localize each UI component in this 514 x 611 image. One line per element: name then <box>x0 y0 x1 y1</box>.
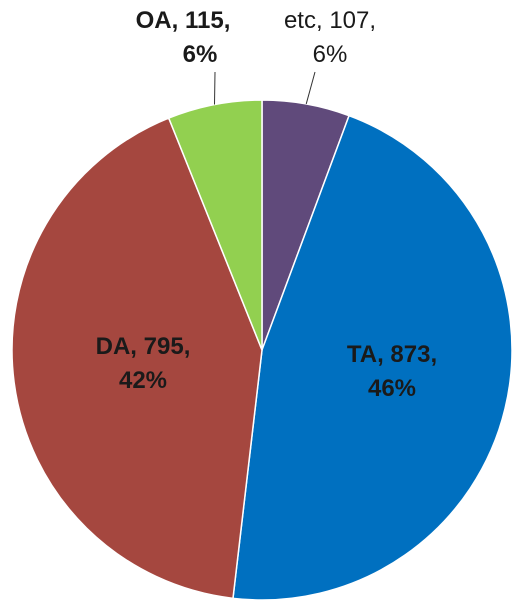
data-label-percent: 42% <box>119 367 167 394</box>
data-label-percent: 6% <box>313 41 348 68</box>
label-value: 107 <box>329 7 369 34</box>
label-category: etc <box>284 7 316 34</box>
label-category: DA <box>96 333 131 360</box>
data-label: TA, 873, <box>347 341 437 368</box>
label-value: 115 <box>185 7 224 34</box>
data-label: OA, 115, <box>136 7 231 34</box>
leader-line <box>306 72 315 104</box>
label-category: TA <box>347 341 377 368</box>
data-label: etc, 107, <box>284 7 376 34</box>
data-label: DA, 795, <box>96 333 191 360</box>
label-value: 795 <box>144 333 184 360</box>
data-label-percent: 6% <box>183 41 218 68</box>
label-value: 873 <box>390 341 430 368</box>
data-label-percent: 46% <box>368 375 416 402</box>
label-category: OA <box>136 7 172 34</box>
